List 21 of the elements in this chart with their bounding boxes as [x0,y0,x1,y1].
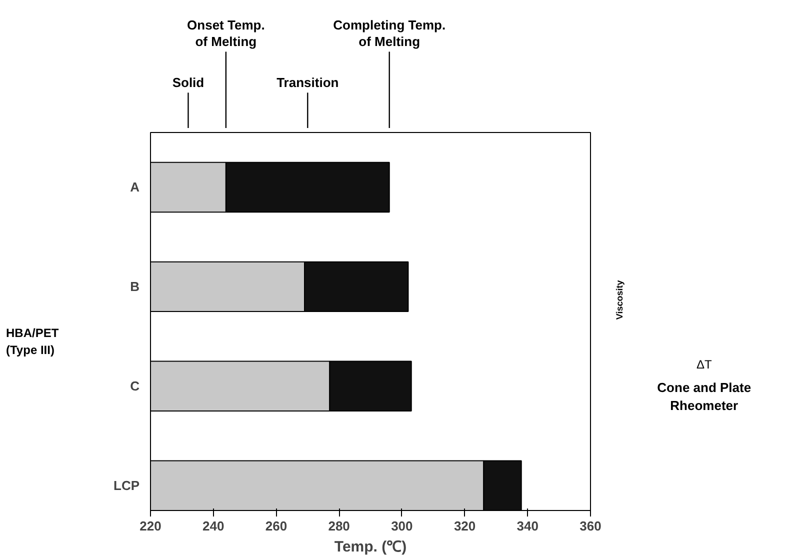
x-axis-title: Temp. (℃) [334,538,407,556]
text: Viscosity [614,280,624,320]
text: Solid [172,75,204,90]
x-tick-label: 320 [454,518,476,534]
text: ΔT [696,358,712,372]
x-tick-label: 340 [516,518,538,534]
text: HBA/PET (Type III) [6,326,60,357]
text: Transition [276,75,339,90]
x-tick-label: 360 [580,518,602,534]
x-tick-label: 240 [202,518,224,534]
annotation: Onset Temp. of Melting [187,18,265,50]
x-tick-label: 300 [391,518,413,534]
y-tick-label: B [130,279,140,294]
x-tick-label: 260 [265,518,288,534]
annotation: Completing Temp. of Melting [333,18,446,50]
x-tick-label: 220 [140,518,162,534]
text: Cone and Plate Rheometer [657,380,752,413]
y-tick-label: A [130,180,140,195]
y-tick-label: LCP [114,478,140,494]
x-tick-label: 280 [328,518,350,534]
y-tick-label: C [130,378,140,394]
